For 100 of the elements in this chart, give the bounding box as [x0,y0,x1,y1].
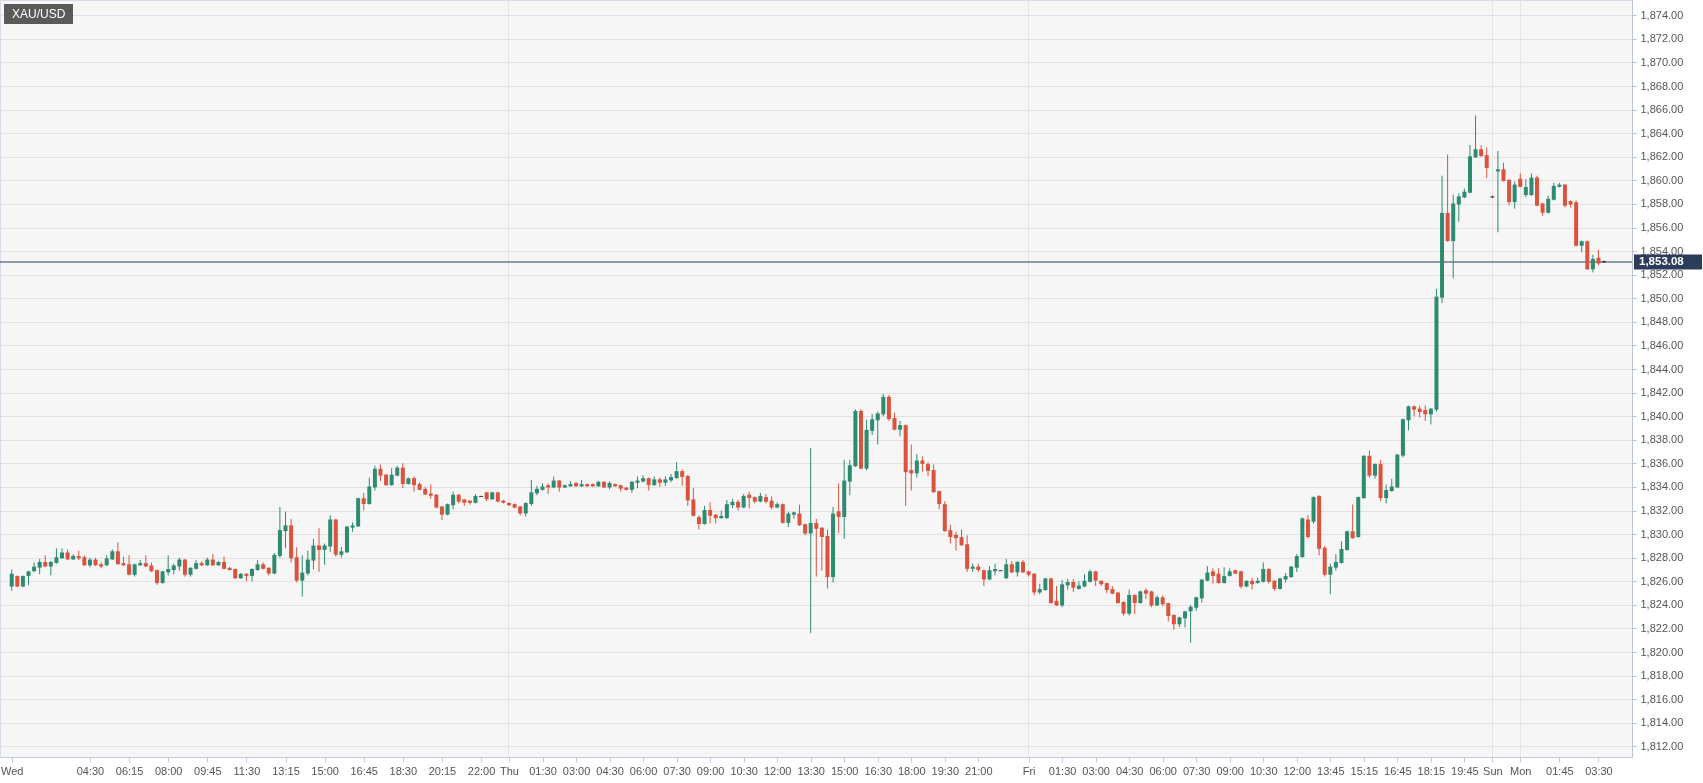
x-tick-label: 11:30 [233,764,261,777]
x-tick-label: 19:45 [1451,764,1479,777]
text: XAU/USD [4,4,74,24]
x-tick-label: 13:30 [797,764,825,777]
x-tick-label: 12:00 [763,764,792,777]
y-tick-label: 1,846.00 [1640,338,1684,351]
x-tick-label: 13:45 [1317,764,1345,777]
y-tick-label: 1,866.00 [1640,103,1684,116]
candlestick [1004,558,1009,580]
x-tick-label: 08:00 [154,764,183,777]
candlestick [669,473,674,483]
x-tick-label: 04:30 [76,764,105,777]
y-tick-label: 1,850.00 [1640,291,1684,304]
x-tick-label: 10:30 [1249,764,1278,777]
x-tick-label: 16:45 [1384,764,1412,777]
candlestick [702,505,707,526]
candlestick [9,569,14,592]
x-tick-label: 06:00 [1149,764,1177,777]
y-tick-label: 1,836.00 [1640,456,1684,469]
candlestick [1406,405,1411,431]
candlestick [898,420,903,437]
candlestick [1305,514,1310,540]
y-tick-label: 1,832.00 [1640,504,1684,517]
candlestick [1562,183,1567,209]
y-tick-label: 1,864.00 [1640,126,1684,139]
candlestick [914,453,919,479]
y-tick-label: 1,818.00 [1640,669,1684,682]
candlestick [249,567,254,582]
candlestick [294,546,299,583]
y-tick-label: 1,828.00 [1640,551,1684,564]
y-tick-label: 1,862.00 [1640,150,1684,163]
candlestick [412,475,417,493]
x-tick-label: Wed [1,764,24,777]
y-tick-label: 1,834.00 [1640,480,1684,493]
candlestick [1384,484,1389,504]
candlestick [708,501,713,525]
x-tick-label: 13:15 [272,764,300,777]
x-tick-label: Sun [1483,764,1503,777]
candlestick [953,531,958,552]
x-tick-label: 15:00 [311,764,339,777]
y-tick-label: 1,814.00 [1640,716,1684,729]
x-tick-label: 21:00 [965,764,993,777]
candlestick [1143,587,1148,600]
candlestick [1501,162,1506,183]
x-tick-label: 20:15 [428,764,457,777]
candlestick [1171,613,1176,631]
candlestick [1367,449,1372,479]
y-tick-label: 1,812.00 [1640,739,1684,752]
x-tick-label: 10:30 [730,764,758,777]
candlestick [736,499,741,512]
x-tick-label: Fri [1022,764,1036,777]
candlestick [791,511,796,520]
y-tick-label: 1,830.00 [1640,527,1684,540]
x-tick-label: 18:00 [897,764,926,777]
y-tick-label: 1,816.00 [1640,692,1684,705]
candlestick [1328,563,1333,595]
x-tick-label: 15:00 [830,764,859,777]
candlestick [1250,577,1255,591]
candlestick [1507,178,1512,206]
x-tick-label: 07:30 [663,764,691,777]
x-tick-label: 01:30 [529,764,557,777]
candlestick [1473,115,1478,159]
x-tick-label: 09:00 [696,764,725,777]
y-tick-label: 1,858.00 [1640,197,1684,210]
candlestick [926,461,931,477]
x-tick-label: 07:30 [1182,764,1211,777]
candlestick [1350,504,1355,540]
y-tick-label: 1,820.00 [1640,645,1684,658]
candlestick [780,502,785,525]
candlestick [836,482,841,534]
x-tick-label: 04:30 [1115,764,1144,777]
candlestick [372,465,377,492]
x-tick-label: 03:00 [1082,764,1110,777]
y-tick-label: 1,856.00 [1640,221,1684,234]
x-tick-label: 16:45 [350,764,378,777]
y-tick-label: 1,868.00 [1640,79,1684,92]
y-tick-label: 1,844.00 [1640,362,1684,375]
candlestick [1060,579,1065,608]
x-tick-label: 06:15 [115,764,144,777]
x-tick-label: 09:00 [1216,764,1244,777]
x-tick-label: 22:00 [467,764,496,777]
candlestick [1412,405,1417,417]
x-tick-label: 03:00 [562,764,591,777]
x-tick-label: 16:30 [864,764,892,777]
y-tick-label: 1,870.00 [1640,55,1684,68]
x-tick-label: Thu [500,764,519,777]
candlestick [300,554,305,598]
y-tick-label: 1,824.00 [1640,598,1684,611]
x-tick-label: 01:45 [1546,764,1574,777]
candlestick [1222,566,1227,585]
y-tick-label: 1,838.00 [1640,433,1684,446]
candlestick [1512,181,1517,210]
y-tick-label: 1,842.00 [1640,386,1684,399]
x-tick-label: 01:30 [1048,764,1077,777]
candlestick [1132,593,1137,615]
candlestick [222,556,227,571]
candlestick [696,514,701,530]
x-tick-label: 19:30 [931,764,960,777]
x-tick-label: 04:30 [596,764,624,777]
y-tick-label: 1,848.00 [1640,315,1684,328]
